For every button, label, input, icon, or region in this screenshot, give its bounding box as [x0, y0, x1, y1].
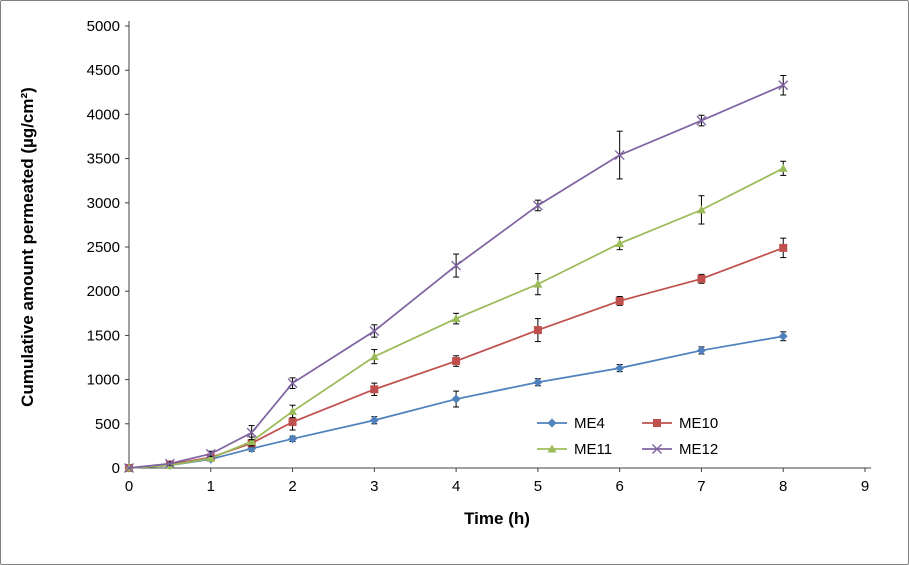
x-tick-label: 3 [370, 478, 378, 495]
marker-ME10 [288, 418, 297, 427]
legend-label-ME4: ME4 [574, 415, 605, 432]
x-tick-label: 2 [288, 478, 296, 495]
legend-label-ME11: ME11 [574, 441, 612, 458]
marker-ME11 [369, 352, 379, 361]
x-tick-label: 0 [125, 478, 133, 495]
marker-ME11 [288, 406, 298, 415]
marker-ME11 [247, 436, 257, 445]
y-tick-label: 2500 [87, 239, 120, 256]
marker-ME12 [532, 200, 543, 211]
legend-marker-ME11 [547, 444, 557, 453]
marker-ME12 [205, 448, 216, 459]
x-tick-label: 8 [779, 478, 787, 495]
y-tick-label: 0 [112, 460, 120, 477]
legend-label-ME10: ME10 [679, 415, 718, 432]
marker-ME10 [615, 296, 624, 305]
legend-label-ME12: ME12 [679, 441, 718, 458]
x-tick-label: 7 [697, 478, 705, 495]
marker-ME11 [206, 453, 216, 462]
marker-ME11 [451, 314, 461, 323]
marker-ME4 [288, 434, 298, 444]
marker-ME4 [696, 345, 706, 355]
marker-ME12 [696, 115, 707, 126]
y-tick-label: 2000 [87, 283, 120, 300]
marker-ME12 [614, 150, 625, 161]
x-axis-title: Time (h) [464, 509, 530, 528]
marker-ME10 [779, 243, 788, 252]
marker-ME12 [246, 427, 257, 438]
marker-ME4 [369, 415, 379, 425]
marker-ME12 [124, 463, 134, 473]
marker-ME10 [370, 385, 379, 394]
marker-ME10 [697, 274, 706, 283]
y-tick-label: 1000 [87, 372, 120, 389]
x-tick-label: 5 [534, 478, 542, 495]
marker-ME12 [451, 260, 462, 271]
y-tick-label: 3000 [87, 195, 120, 212]
marker-ME11 [696, 205, 706, 214]
y-axis-title: Cumulative amount permeated (µg/cm²) [18, 87, 37, 407]
marker-ME12 [369, 325, 380, 336]
x-tick-label: 1 [207, 478, 215, 495]
marker-ME4 [533, 377, 543, 387]
y-tick-label: 4500 [87, 62, 120, 79]
x-tick-label: 4 [452, 478, 460, 495]
marker-ME10 [533, 326, 542, 335]
legend-marker-ME4 [547, 418, 557, 428]
x-tick-label: 9 [861, 478, 869, 495]
y-tick-label: 500 [95, 416, 120, 433]
marker-ME4 [778, 331, 788, 341]
legend-marker-ME10 [653, 419, 661, 427]
marker-ME12 [778, 80, 789, 91]
y-tick-label: 3500 [87, 151, 120, 168]
marker-ME11 [533, 279, 543, 288]
marker-ME4 [451, 394, 461, 404]
marker-ME4 [615, 363, 625, 373]
marker-ME10 [452, 357, 461, 366]
marker-ME11 [778, 163, 788, 172]
y-tick-label: 1500 [87, 327, 120, 344]
marker-ME12 [164, 458, 175, 469]
x-tick-label: 6 [615, 478, 623, 495]
marker-ME11 [615, 238, 625, 247]
y-tick-label: 5000 [87, 18, 120, 35]
marker-ME12 [287, 378, 298, 389]
legend-marker-ME12 [652, 444, 662, 454]
y-tick-label: 4000 [87, 106, 120, 123]
